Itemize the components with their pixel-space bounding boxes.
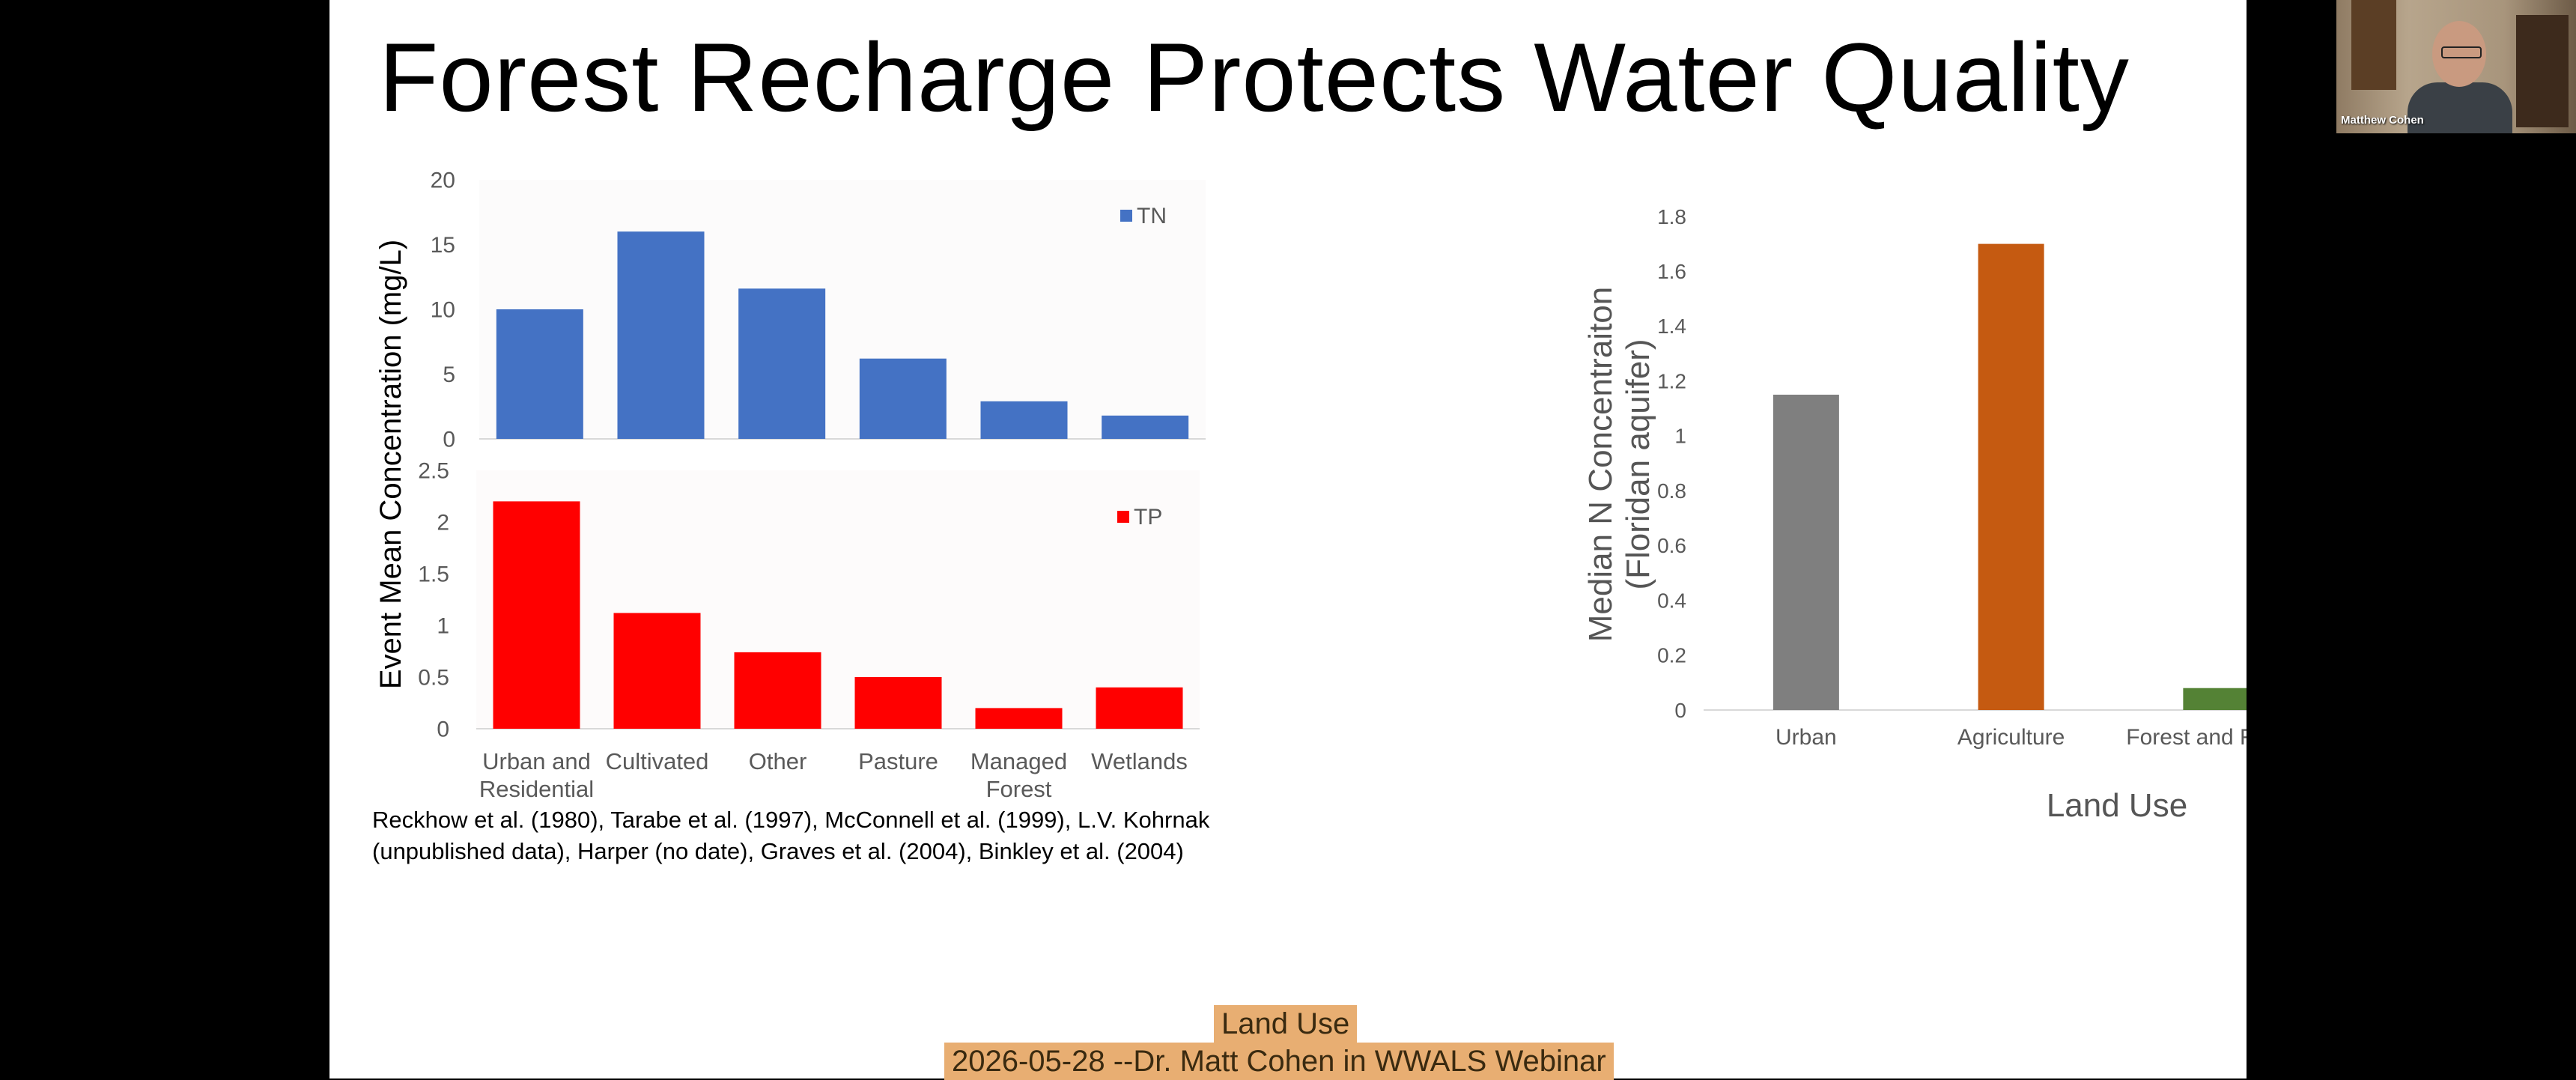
webcam-door [2351,0,2396,90]
tn-y-tick-label: 10 [431,298,455,323]
emc-y-axis-label: Event Mean Concentration (mg/L) [374,240,407,689]
tp-y-tick-label: 0 [437,718,449,742]
tn-bar [496,309,583,439]
tn-bar [738,288,826,439]
caption-line-1: Land Use [1214,1005,1358,1043]
tp-category-label: Cultivated [606,748,709,774]
tp-category-label: Wetlands [1091,748,1188,774]
webcam-shelf [2516,15,2569,127]
emc-chart: Event Mean Concentration (mg/L) 05101520… [374,169,1206,802]
tn-panel: 0 5 10 15 20 TN [431,169,1206,452]
presentation-slide: Forest Recharge Protects Water Quality E… [329,0,2247,1079]
citation-line-1: Reckhow et al. (1980), Tarabe et al. (19… [372,807,1210,833]
caption-line-2: 2026-05-28 --Dr. Matt Cohen in WWALS Web… [944,1043,1614,1080]
citation-line-2: (unpublished data), Harper (no date), Gr… [372,838,1184,864]
tp-legend-label: TP [1134,505,1162,530]
webcam-person-body [2408,82,2512,133]
tp-category-label: Forest [986,776,1052,802]
webcam-video-tile[interactable]: Matthew Cohen [2336,0,2576,133]
tn-y-tick-label: 0 [443,428,455,452]
median-n-bar [1978,243,2044,711]
tp-y-tick-label: 2.5 [418,459,449,484]
median-n-y-tick-label: 0.8 [1657,479,1686,503]
tp-bar [734,652,821,729]
tn-bar [1102,415,1189,439]
tn-bar [980,401,1068,439]
tn-legend-label: TN [1137,204,1167,228]
median-n-category-label: Urban [1775,725,1837,750]
webcam-participant-name: Matthew Cohen [2341,114,2424,127]
tp-bar [613,613,701,729]
tp-bar [1096,687,1183,729]
median-n-y-tick-label: 1 [1674,425,1686,448]
median-n-y-tick-label: 1.4 [1657,315,1686,338]
median-n-x-axis-label: Land Use [2047,787,2187,824]
median-n-y-tick-label: 1.8 [1657,205,1686,228]
median-n-y-tick-label: 0.6 [1657,534,1686,557]
median-n-bar [1772,394,1839,710]
tp-y-tick-label: 1 [437,614,449,639]
median-n-y-tick-label: 1.2 [1657,369,1686,392]
tp-plot-area [476,470,1200,729]
tp-category-label: Other [749,748,807,774]
tp-category-label: Residential [479,776,594,802]
tp-category-label: Managed [970,748,1067,774]
tn-y-tick-label: 5 [443,362,455,387]
tn-bar [617,231,705,439]
tn-y-tick-label: 15 [431,233,455,258]
median-n-y-axis-label-1: Median N Concentraiton [1582,287,1619,642]
webcam-glasses [2441,46,2482,58]
tn-y-tick-label: 20 [431,169,455,193]
median-n-y-axis-label-2: (Floridan aquifer) [1620,339,1656,589]
median-n-chart: Median N Concentraiton (Floridan aquifer… [1582,205,2247,824]
tp-y-tick-label: 2 [437,511,449,536]
tp-bar [975,708,1063,729]
tn-bar [859,358,947,439]
median-n-category-label: Forest and Range [2126,725,2247,750]
slide-title: Forest Recharge Protects Water Quality [379,22,2130,132]
tp-category-label: Urban and [482,748,591,774]
tp-bar [493,501,580,729]
tp-y-tick-label: 1.5 [418,562,449,587]
median-n-y-tick-label: 0 [1674,699,1686,722]
tp-legend-swatch [1117,511,1129,523]
tp-category-label: Pasture [858,748,938,774]
median-n-y-tick-label: 0.4 [1657,589,1686,612]
median-n-y-tick-label: 1.6 [1657,260,1686,283]
median-n-category-label: Agriculture [1957,725,2065,750]
median-n-bar [2183,688,2247,710]
tn-plot-area [479,180,1206,439]
tn-legend-swatch [1120,210,1132,222]
median-n-y-tick-label: 0.2 [1657,644,1686,667]
tp-y-tick-label: 0.5 [418,666,449,691]
citation: Reckhow et al. (1980), Tarabe et al. (19… [372,804,1271,867]
tp-bar [854,677,942,729]
median-n-panel: 0 0.2 0.4 0.6 0.8 1 1.2 1.4 1.6 1.8 Urban Agricultu… [1657,205,2247,750]
